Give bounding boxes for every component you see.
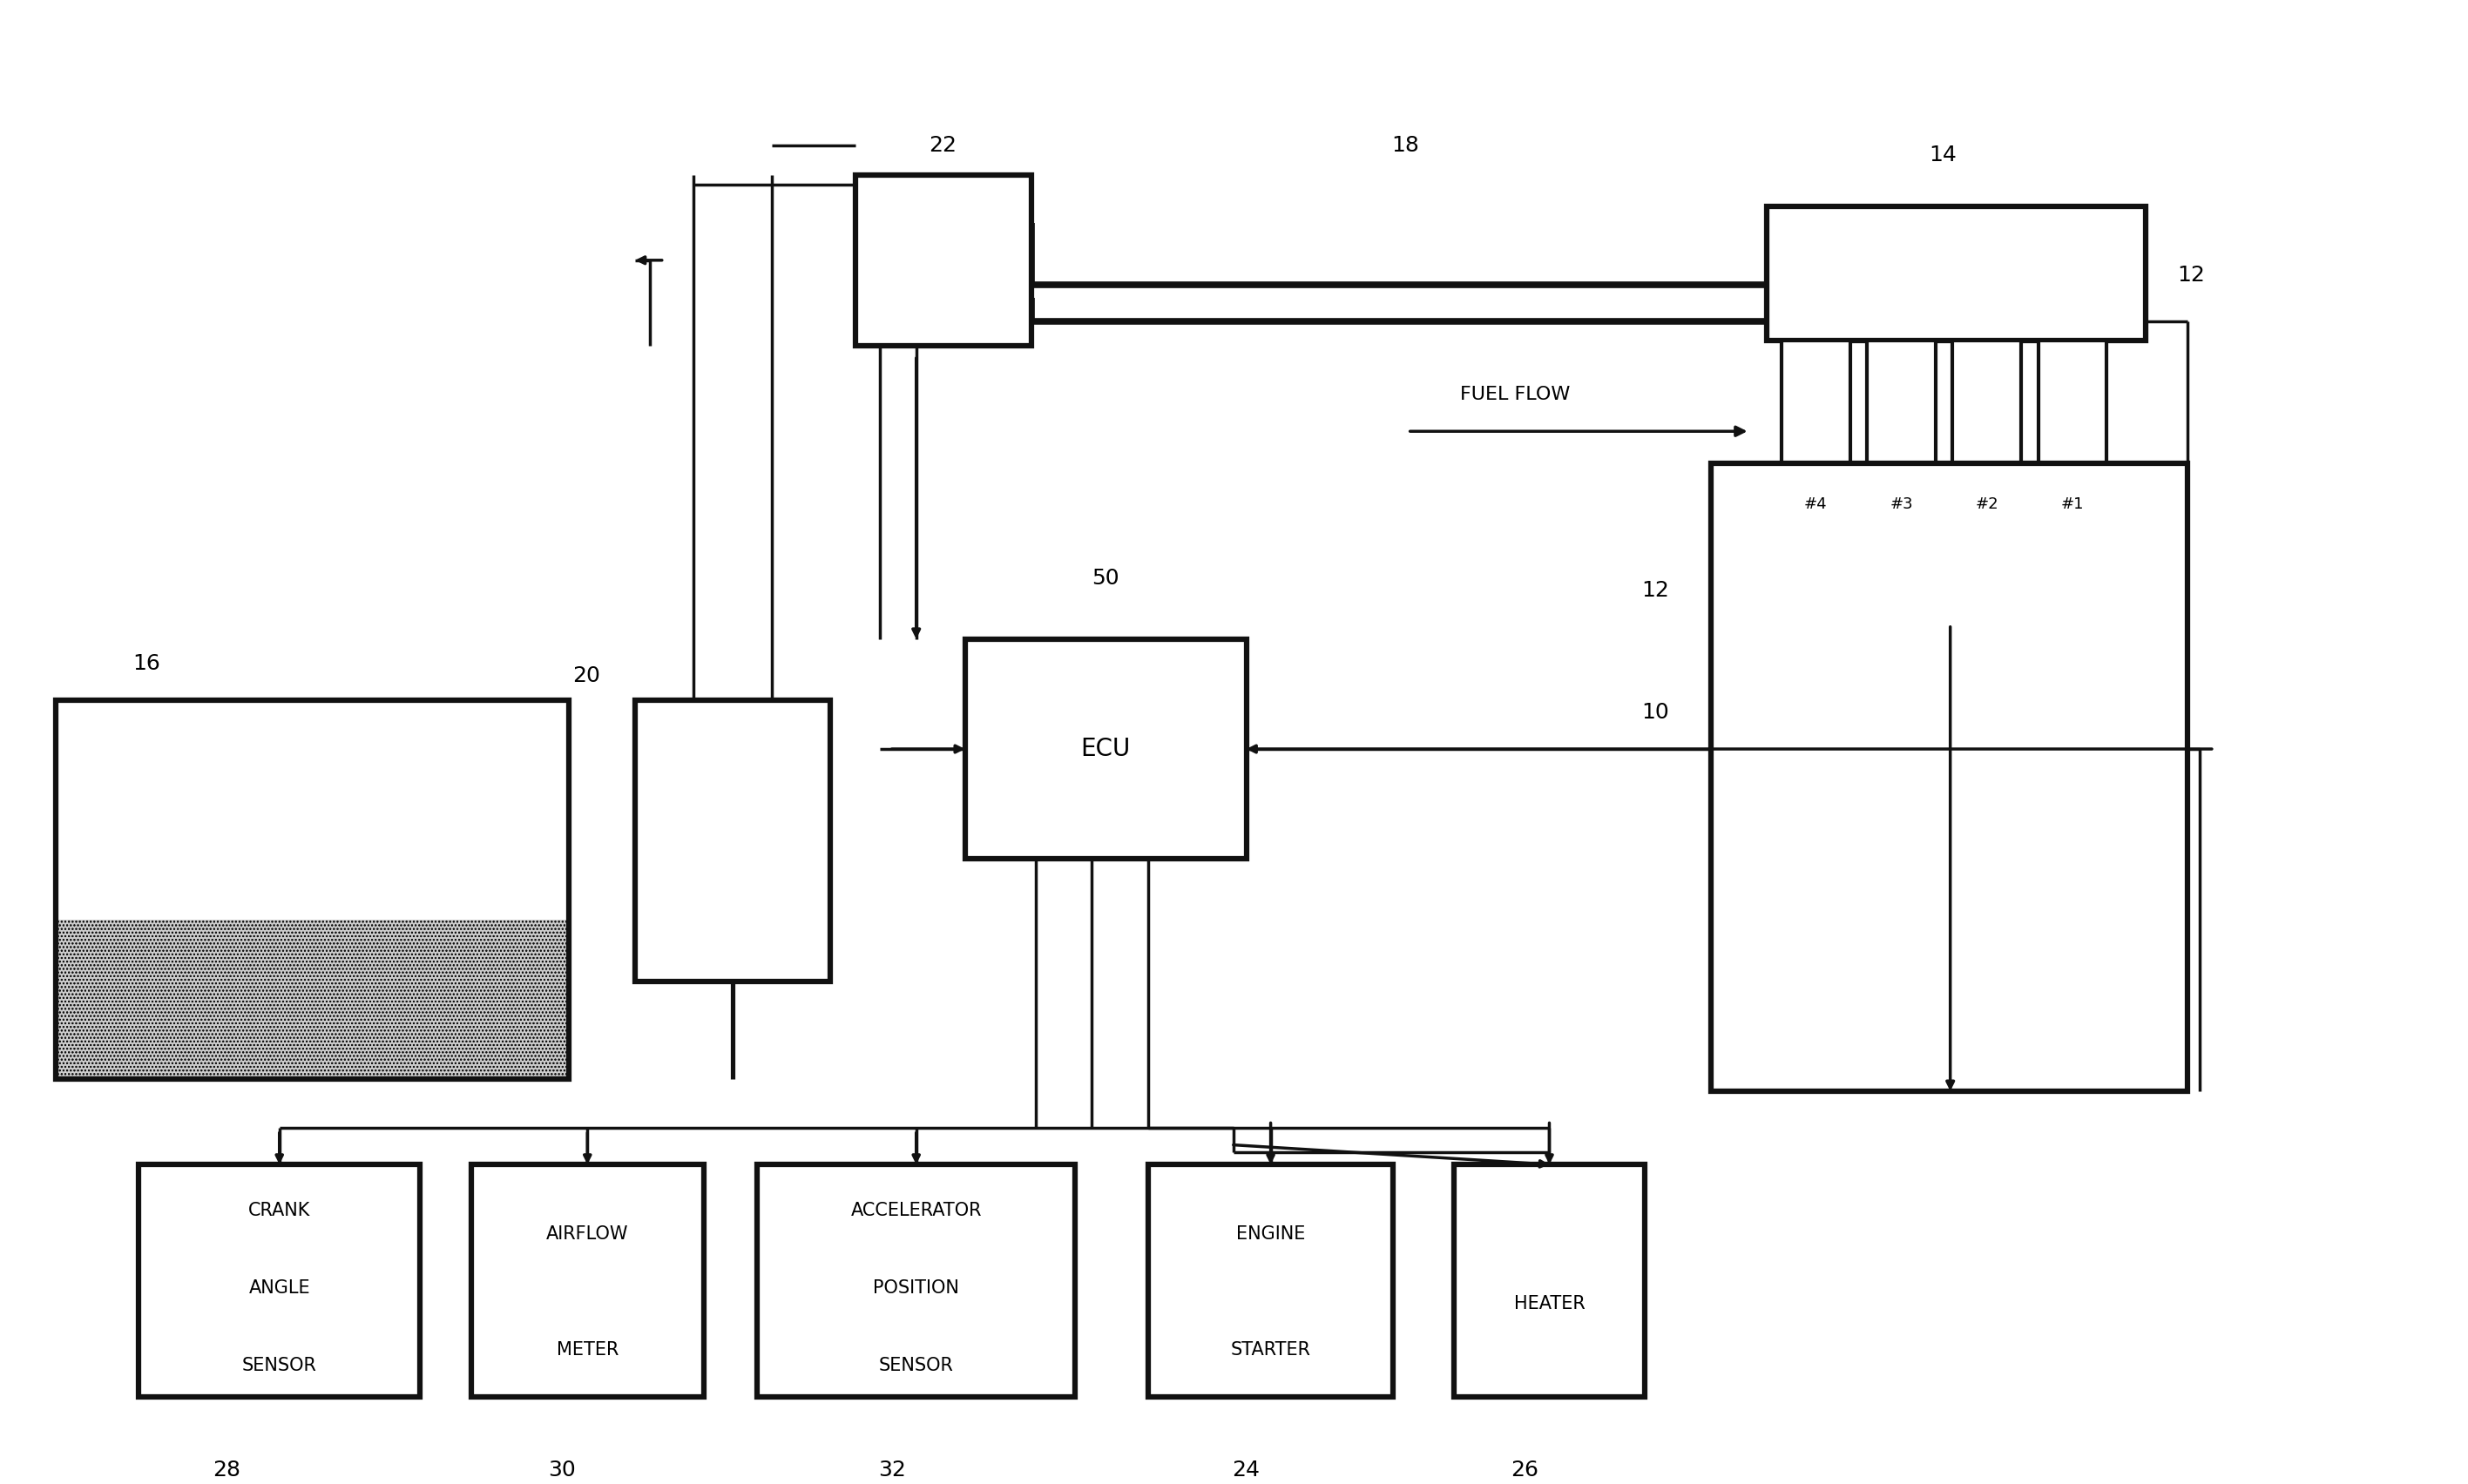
Text: #3: #3 bbox=[1890, 497, 1913, 512]
Text: 14: 14 bbox=[1930, 145, 1957, 166]
Text: METER: METER bbox=[555, 1342, 619, 1359]
Text: 18: 18 bbox=[1392, 135, 1419, 156]
Bar bbox=[758, 1165, 1076, 1396]
Text: STARTER: STARTER bbox=[1232, 1342, 1311, 1359]
Text: ENGINE: ENGINE bbox=[1236, 1226, 1306, 1242]
Text: #4: #4 bbox=[1804, 497, 1826, 512]
Text: SENSOR: SENSOR bbox=[879, 1356, 953, 1374]
Text: 12: 12 bbox=[1641, 580, 1668, 601]
Bar bbox=[1710, 463, 2187, 1091]
Bar bbox=[57, 920, 570, 1079]
Text: 24: 24 bbox=[1232, 1459, 1261, 1481]
Bar bbox=[1454, 1165, 1644, 1396]
Text: 26: 26 bbox=[1510, 1459, 1540, 1481]
Bar bbox=[965, 640, 1246, 859]
Text: POSITION: POSITION bbox=[874, 1279, 960, 1297]
Text: 32: 32 bbox=[879, 1459, 906, 1481]
Text: 22: 22 bbox=[928, 135, 958, 156]
Bar bbox=[854, 175, 1032, 346]
Text: 20: 20 bbox=[573, 665, 600, 686]
Bar bbox=[57, 700, 570, 920]
Text: HEATER: HEATER bbox=[1513, 1296, 1584, 1312]
Bar bbox=[1782, 341, 1851, 463]
Text: SENSOR: SENSOR bbox=[242, 1356, 316, 1374]
Text: 50: 50 bbox=[1091, 567, 1120, 588]
Bar bbox=[471, 1165, 703, 1396]
Bar bbox=[138, 1165, 420, 1396]
Text: 12: 12 bbox=[2177, 264, 2206, 285]
Bar bbox=[57, 920, 570, 1079]
Bar bbox=[1952, 341, 2021, 463]
Bar bbox=[2039, 341, 2108, 463]
Bar bbox=[1767, 206, 2145, 341]
Text: #1: #1 bbox=[2061, 497, 2083, 512]
Text: 10: 10 bbox=[1641, 702, 1668, 723]
Text: ECU: ECU bbox=[1081, 736, 1130, 761]
Text: ACCELERATOR: ACCELERATOR bbox=[851, 1202, 982, 1220]
Text: FUEL FLOW: FUEL FLOW bbox=[1461, 386, 1570, 404]
Text: 28: 28 bbox=[212, 1459, 242, 1481]
Bar bbox=[57, 700, 570, 1079]
Bar bbox=[1868, 341, 1935, 463]
Text: 16: 16 bbox=[133, 653, 160, 674]
Text: AIRFLOW: AIRFLOW bbox=[545, 1226, 629, 1242]
Bar bbox=[1148, 1165, 1392, 1396]
Text: CRANK: CRANK bbox=[249, 1202, 311, 1220]
Text: ANGLE: ANGLE bbox=[249, 1279, 311, 1297]
Bar bbox=[634, 700, 832, 981]
Text: 30: 30 bbox=[548, 1459, 575, 1481]
Text: #2: #2 bbox=[1974, 497, 1999, 512]
